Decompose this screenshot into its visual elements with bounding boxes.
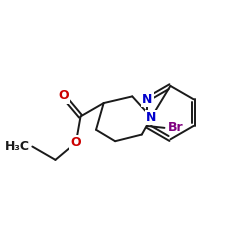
Text: O: O [70,136,81,149]
Text: H₃C: H₃C [4,140,29,153]
Text: Br: Br [168,121,184,134]
Text: N: N [142,93,152,106]
Text: O: O [58,90,69,102]
Text: N: N [146,111,156,124]
